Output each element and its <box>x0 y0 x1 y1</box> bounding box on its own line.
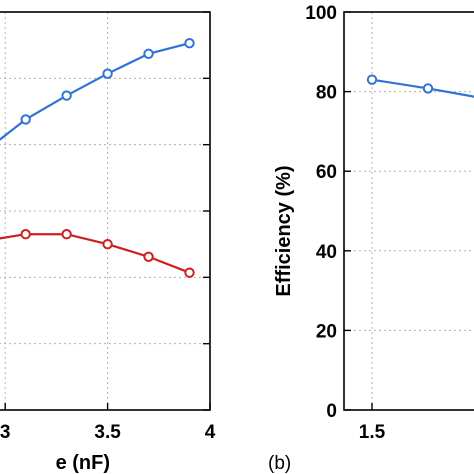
panel-a-series-1-point <box>102 68 113 79</box>
panel-b-y-axis-title: Efficiency (%) <box>273 165 295 296</box>
panel-a-series-2-line <box>0 233 190 274</box>
panel-b-y-tick-label: 60 <box>316 162 337 183</box>
panel-b-series-1-line <box>371 78 474 98</box>
panel-a-x-tick-label: 4 <box>205 422 216 443</box>
panel-a-series-1-point <box>20 114 31 125</box>
panel-a-x-axis-title: e (nF) <box>56 452 110 474</box>
panel-a-series-2-point <box>20 229 31 240</box>
panel-b-y-tick-label: 100 <box>305 3 337 24</box>
panel-a-series-1-line <box>0 42 190 141</box>
panel-a-series-2-point <box>143 251 154 262</box>
panel-b-x-tick-label: 1.5 <box>359 422 386 443</box>
panel-a: 3 3.5 4 e (nF) <box>0 11 216 474</box>
panel-b-y-tick-label: 40 <box>316 242 337 263</box>
panel-a-series-1-point <box>143 48 154 59</box>
panel-b-y-tick-label: 0 <box>326 401 337 422</box>
panel-a-x-tick-label: 3.5 <box>94 422 121 443</box>
panel-b-grid <box>344 12 474 410</box>
panel-a-series-2-point <box>61 229 72 240</box>
panel-b-y-tick-label: 80 <box>316 83 337 104</box>
panel-b-series <box>366 74 474 98</box>
panel-a-series <box>0 37 195 278</box>
panel-a-series-1-point <box>184 37 195 49</box>
panel-b-series-1-point <box>366 74 378 85</box>
panel-a-series-2-point <box>184 267 195 278</box>
panel-b-y-tick-label: 20 <box>316 321 337 342</box>
panel-a-series-1-point <box>61 90 72 101</box>
panel-b-frame <box>343 11 474 411</box>
panel-a-x-tick-label: 3 <box>0 422 10 443</box>
panel-a-ticks: 3 3.5 4 <box>0 11 216 443</box>
panel-b-series-1-point <box>422 83 434 94</box>
panel-a-series-2-point <box>102 238 113 250</box>
panel-b-label: (b) <box>268 453 291 474</box>
